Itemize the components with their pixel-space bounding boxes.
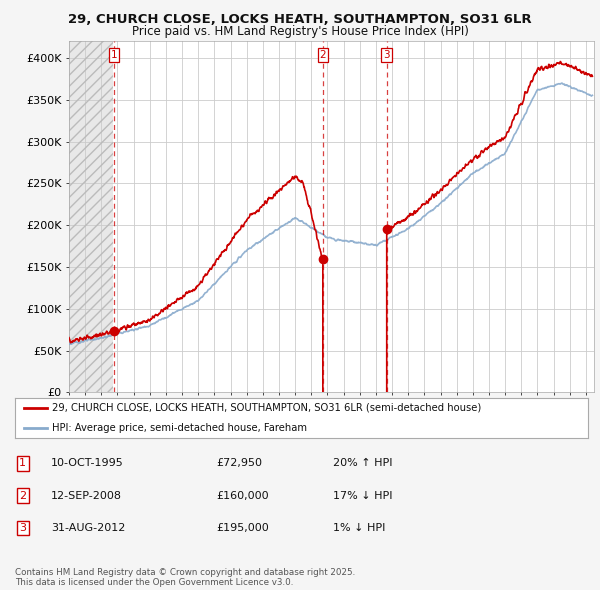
Text: 2: 2 <box>19 491 26 500</box>
Text: 31-AUG-2012: 31-AUG-2012 <box>51 523 125 533</box>
Text: 3: 3 <box>19 523 26 533</box>
Text: HPI: Average price, semi-detached house, Fareham: HPI: Average price, semi-detached house,… <box>52 423 307 432</box>
Text: £72,950: £72,950 <box>216 458 262 468</box>
Text: 29, CHURCH CLOSE, LOCKS HEATH, SOUTHAMPTON, SO31 6LR (semi-detached house): 29, CHURCH CLOSE, LOCKS HEATH, SOUTHAMPT… <box>52 403 481 412</box>
Text: 17% ↓ HPI: 17% ↓ HPI <box>333 491 392 500</box>
Text: 20% ↑ HPI: 20% ↑ HPI <box>333 458 392 468</box>
Text: 10-OCT-1995: 10-OCT-1995 <box>51 458 124 468</box>
Text: 2: 2 <box>319 50 326 60</box>
Text: 3: 3 <box>383 50 390 60</box>
Text: 1% ↓ HPI: 1% ↓ HPI <box>333 523 385 533</box>
Text: Price paid vs. HM Land Registry's House Price Index (HPI): Price paid vs. HM Land Registry's House … <box>131 25 469 38</box>
Text: £195,000: £195,000 <box>216 523 269 533</box>
Bar <box>69 41 113 392</box>
Text: 1: 1 <box>19 458 26 468</box>
Text: 12-SEP-2008: 12-SEP-2008 <box>51 491 122 500</box>
Text: 29, CHURCH CLOSE, LOCKS HEATH, SOUTHAMPTON, SO31 6LR: 29, CHURCH CLOSE, LOCKS HEATH, SOUTHAMPT… <box>68 13 532 26</box>
Text: £160,000: £160,000 <box>216 491 269 500</box>
Text: Contains HM Land Registry data © Crown copyright and database right 2025.
This d: Contains HM Land Registry data © Crown c… <box>15 568 355 587</box>
Text: 1: 1 <box>110 50 117 60</box>
Bar <box>69 41 113 392</box>
